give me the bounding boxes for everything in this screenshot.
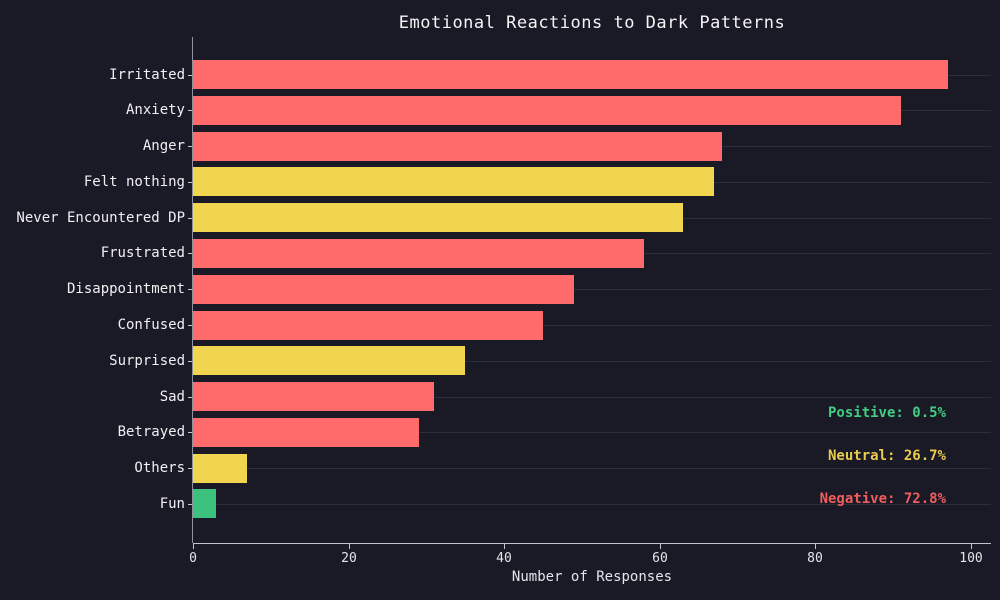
- bar-never-encountered-dp: [193, 203, 683, 232]
- bar-confused: [193, 311, 543, 340]
- x-tick-100: [971, 544, 972, 549]
- bar-irritated: [193, 60, 948, 89]
- category-label-disappointment: Disappointment: [66, 281, 185, 297]
- y-tick-sad: [188, 397, 193, 398]
- y-tick-frustrated: [188, 253, 193, 254]
- bar-surprised: [193, 346, 465, 375]
- y-tick-never-encountered-dp: [188, 218, 193, 219]
- bar-fun: [193, 489, 216, 518]
- gridline-others: [193, 468, 991, 469]
- y-tick-betrayed: [188, 432, 193, 433]
- bar-others: [193, 454, 247, 483]
- bar-sad: [193, 382, 434, 411]
- y-tick-felt-nothing: [188, 182, 193, 183]
- chart-title: Emotional Reactions to Dark Patterns: [398, 13, 786, 33]
- annotation-positive: Positive: 0.5%: [827, 405, 946, 421]
- category-label-fun: Fun: [159, 496, 185, 512]
- x-tick-label-20: 20: [341, 551, 357, 566]
- annotation-neutral: Neutral: 26.7%: [827, 448, 946, 464]
- x-tick-0: [193, 544, 194, 549]
- category-label-others: Others: [134, 460, 185, 476]
- category-label-felt-nothing: Felt nothing: [83, 174, 185, 190]
- gridline-sad: [193, 397, 991, 398]
- x-tick-label-60: 60: [652, 551, 668, 566]
- bar-disappointment: [193, 275, 574, 304]
- category-label-betrayed: Betrayed: [117, 424, 185, 440]
- category-label-surprised: Surprised: [109, 353, 185, 369]
- x-axis-spine: [193, 543, 991, 544]
- x-tick-label-100: 100: [959, 551, 983, 566]
- category-label-sad: Sad: [159, 389, 185, 405]
- x-tick-label-80: 80: [807, 551, 823, 566]
- bar-frustrated: [193, 239, 644, 268]
- category-label-anger: Anger: [142, 138, 185, 154]
- y-tick-anxiety: [188, 110, 193, 111]
- y-tick-surprised: [188, 361, 193, 362]
- bar-anger: [193, 132, 722, 161]
- category-label-anxiety: Anxiety: [125, 102, 185, 118]
- x-tick-60: [660, 544, 661, 549]
- category-label-never-encountered-dp: Never Encountered DP: [16, 210, 185, 226]
- gridline-confused: [193, 325, 991, 326]
- gridline-disappointment: [193, 289, 991, 290]
- gridline-surprised: [193, 361, 991, 362]
- y-tick-confused: [188, 325, 193, 326]
- y-axis-spine: [192, 37, 193, 543]
- gridline-fun: [193, 504, 991, 505]
- annotation-negative: Negative: 72.8%: [819, 491, 946, 507]
- y-tick-irritated: [188, 75, 193, 76]
- bar-betrayed: [193, 418, 419, 447]
- bar-anxiety: [193, 96, 901, 125]
- y-tick-disappointment: [188, 289, 193, 290]
- x-axis-title: Number of Responses: [511, 569, 673, 585]
- x-tick-80: [815, 544, 816, 549]
- x-tick-label-0: 0: [189, 551, 197, 566]
- category-label-frustrated: Frustrated: [100, 245, 185, 261]
- gridline-betrayed: [193, 432, 991, 433]
- x-tick-40: [504, 544, 505, 549]
- x-tick-label-40: 40: [496, 551, 512, 566]
- y-tick-fun: [188, 504, 193, 505]
- category-label-confused: Confused: [117, 317, 185, 333]
- bar-felt-nothing: [193, 167, 714, 196]
- x-tick-20: [349, 544, 350, 549]
- category-label-irritated: Irritated: [109, 67, 185, 83]
- y-tick-anger: [188, 146, 193, 147]
- y-tick-others: [188, 468, 193, 469]
